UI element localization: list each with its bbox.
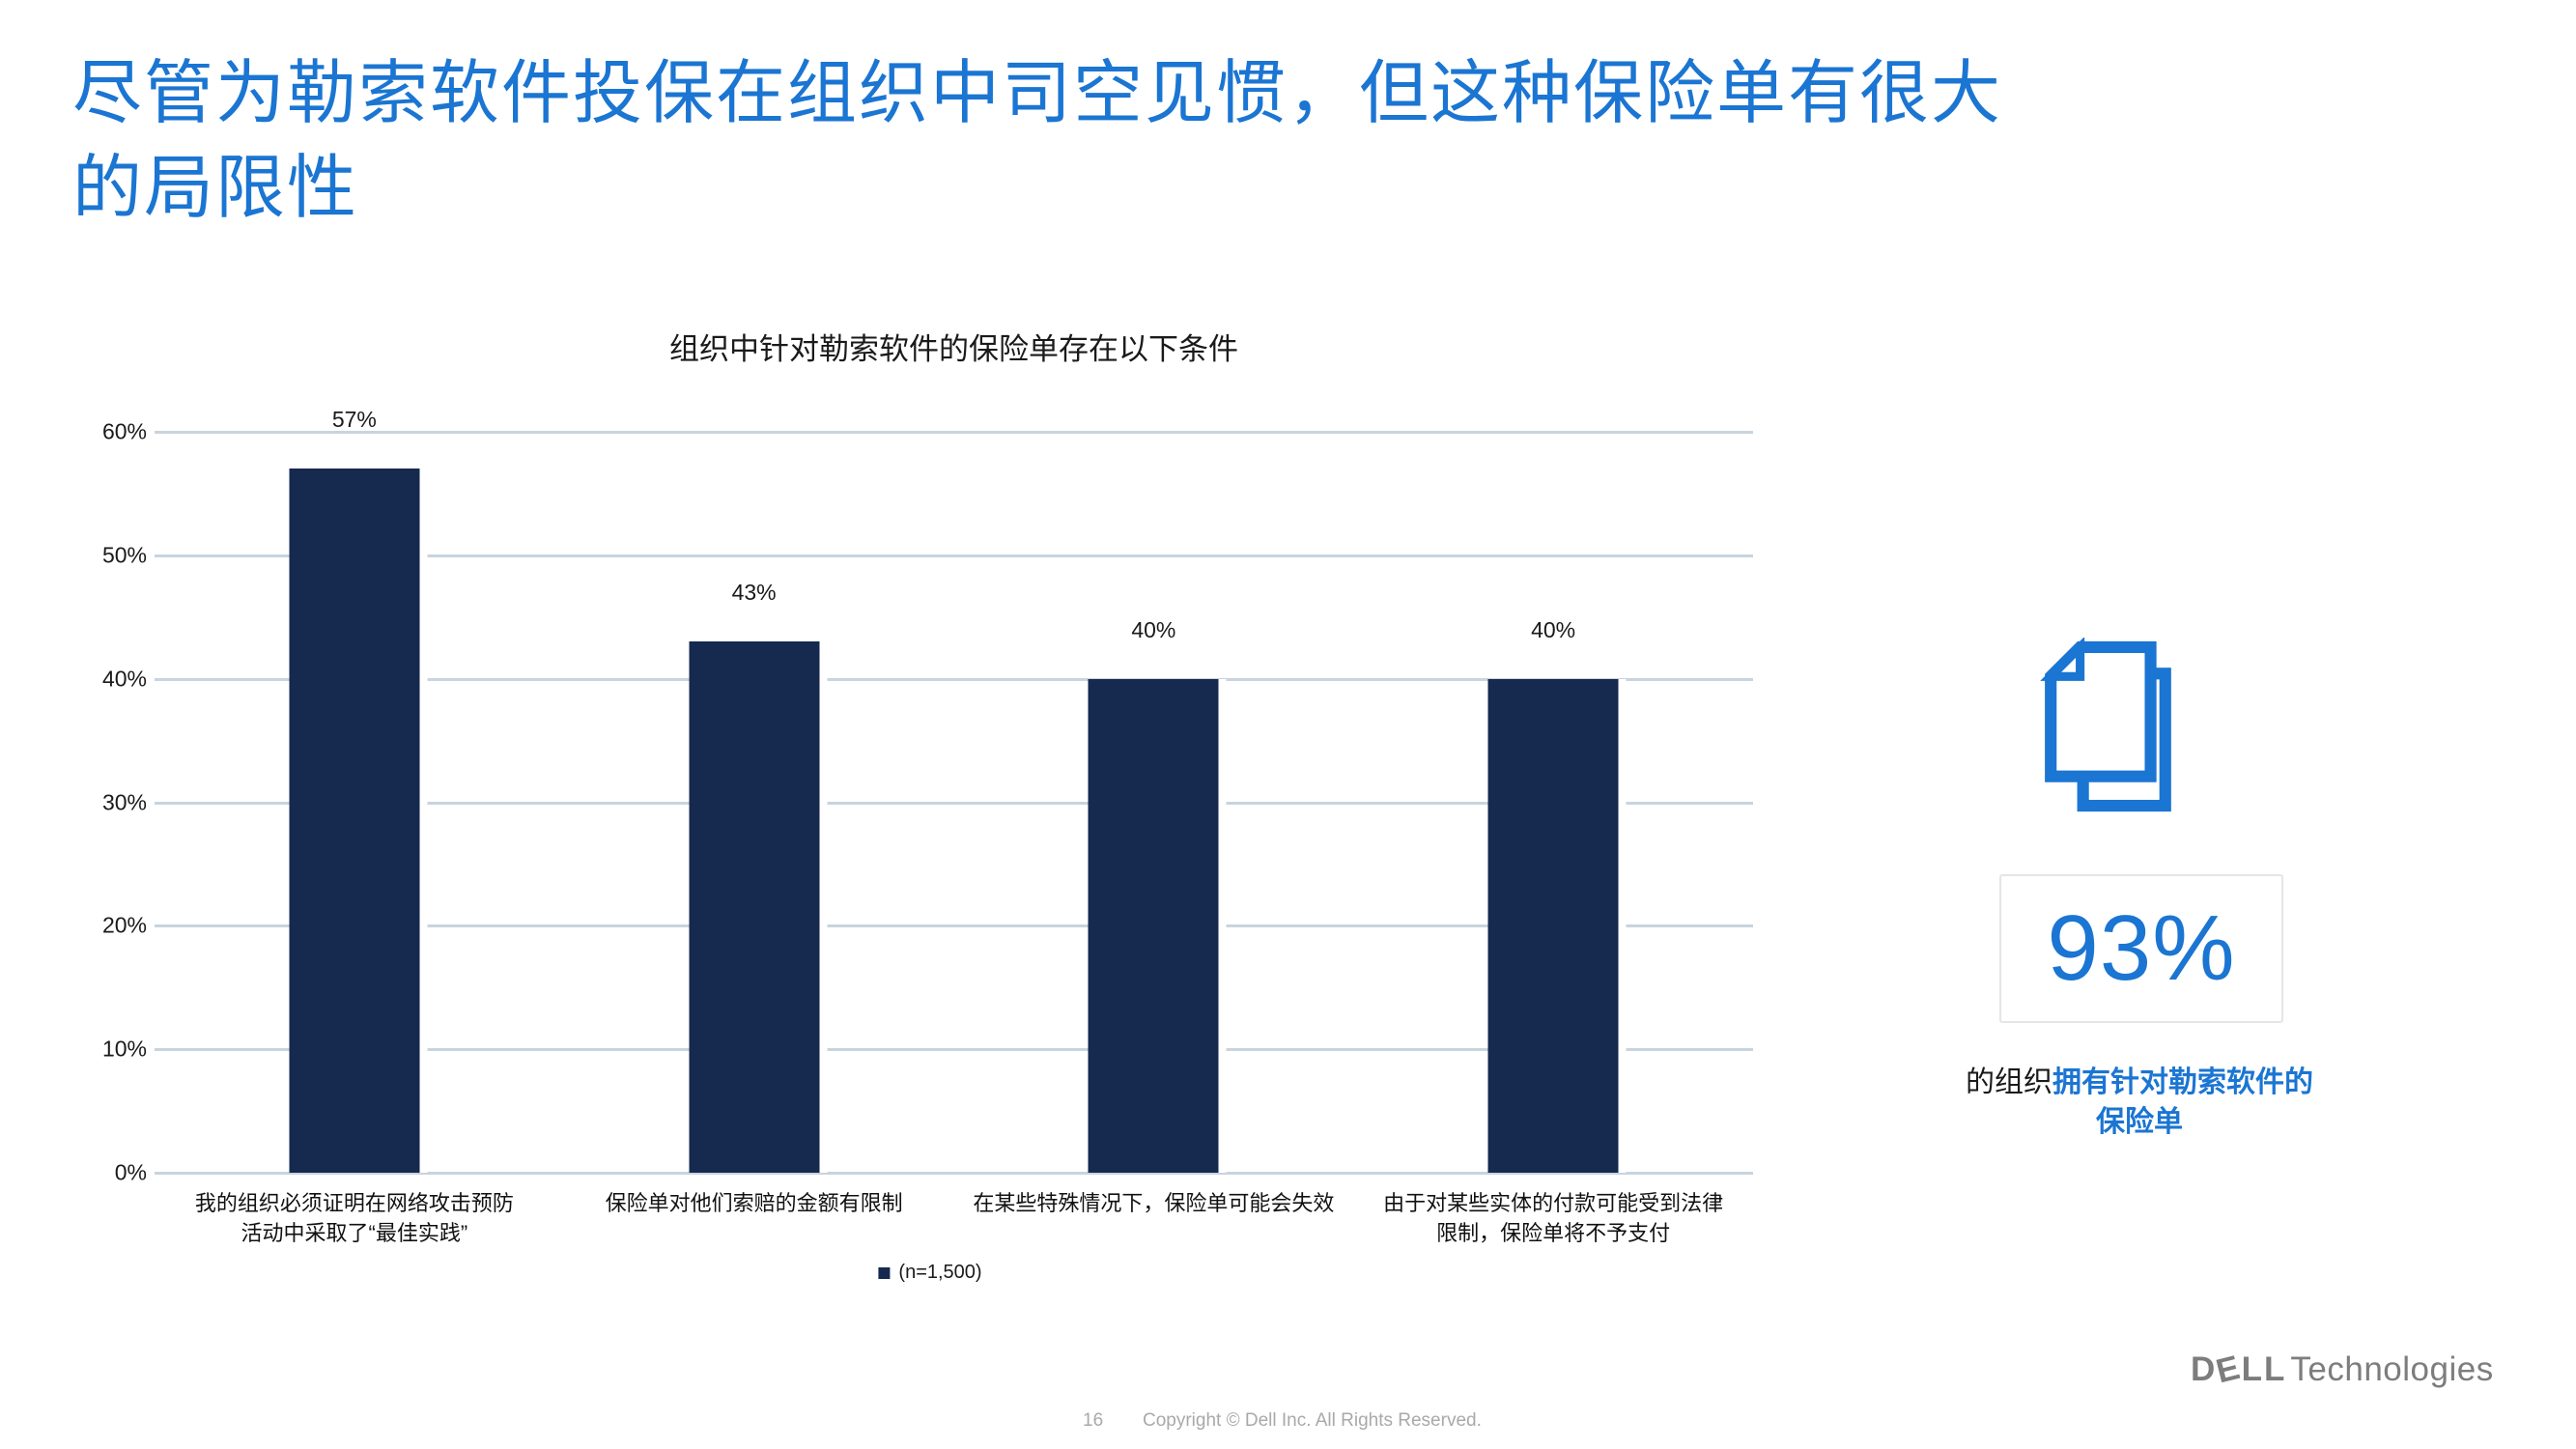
x-axis-category-line: 保险单对他们索赔的金额有限制: [605, 1191, 903, 1215]
x-axis-category-row: 我的组织必须证明在网络攻击预防 活动中采取了“最佳实践” 保险单对他们索赔的金额有限…: [155, 1188, 1753, 1275]
gridline: [155, 554, 1753, 557]
documents-icon: [2040, 638, 2171, 812]
x-axis-category-line: 由于对某些实体的付款可能受到法律: [1383, 1191, 1724, 1215]
bar-value-label: 43%: [731, 580, 777, 606]
bar-value-label: 40%: [1131, 616, 1176, 642]
copyright-text: Copyright © Dell Inc. All Rights Reserve…: [1143, 1410, 1482, 1431]
x-axis-category-label: 由于对某些实体的付款可能受到法律 限制，保险单将不予支付: [1341, 1188, 1766, 1248]
dell-logo-letter: D: [2191, 1350, 2218, 1388]
y-axis-tick-label: 40%: [101, 666, 147, 692]
x-axis-category-line: 我的组织必须证明在网络攻击预防: [194, 1191, 514, 1215]
y-axis-tick-label: 0%: [114, 1159, 147, 1185]
chart-title: 组织中针对勒索软件的保险单存在以下条件: [669, 332, 1238, 366]
x-axis-category-label: 保险单对他们索赔的金额有限制: [542, 1188, 967, 1218]
bar: [689, 641, 820, 1173]
x-axis-category-label: 在某些特殊情况下，保险单可能会失效: [941, 1188, 1366, 1218]
highlight-caption: 的组织拥有针对勒索软件的 保险单: [1962, 1063, 2317, 1142]
stat-box: 93%: [1999, 874, 2283, 1023]
y-axis-tick-label: 20%: [101, 912, 147, 938]
chart-plot: 57% 43% 40% 40%: [155, 407, 1753, 1175]
dell-logo-wordmark: DELL: [2191, 1349, 2287, 1391]
slide-title: 尽管为勒索软件投保在组织中司空见惯，但这种保险单有很大 的局限性: [72, 46, 2468, 236]
page-number: 16: [1083, 1410, 1104, 1431]
gridline: [155, 431, 1753, 434]
bar: [1487, 678, 1619, 1173]
caption-blue-part: 拥有针对勒索软件的: [2052, 1066, 2313, 1098]
stat-value: 93%: [2047, 896, 2236, 1000]
y-axis: 60% 50% 40% 30% 20% 10% 0%: [53, 419, 147, 1185]
x-axis-category-line: 在某些特殊情况下，保险单可能会失效: [973, 1191, 1335, 1215]
slide-title-line2: 的局限性: [72, 150, 359, 227]
x-axis-category-line: 活动中采取了“最佳实践”: [241, 1221, 468, 1245]
gridline: [155, 924, 1753, 928]
bar: [1088, 678, 1219, 1173]
y-axis-tick-label: 60%: [101, 418, 147, 444]
y-axis-tick-label: 10%: [101, 1036, 147, 1062]
highlight-caption-line1: 的组织拥有针对勒索软件的: [1962, 1063, 2317, 1102]
highlight-caption-line2: 保险单: [2096, 1106, 2183, 1138]
gridline: [155, 677, 1753, 681]
gridline: [155, 801, 1753, 805]
y-axis-tick-label: 30%: [101, 789, 147, 814]
dell-logo-letter: LL: [2241, 1350, 2287, 1388]
bar-value-label: 40%: [1531, 616, 1576, 642]
x-axis-category-line: 限制，保险单将不予支付: [1436, 1221, 1671, 1245]
dell-technologies-logo: DELL Technologies: [2191, 1349, 2494, 1391]
gridline: [155, 1172, 1753, 1175]
slide-title-line1: 尽管为勒索软件投保在组织中司空见惯，但这种保险单有很大: [72, 55, 2003, 132]
legend-marker-square: [878, 1266, 891, 1279]
bar: [289, 469, 420, 1173]
legend-label: (n=1,500): [898, 1262, 982, 1283]
caption-black-part: 的组织: [1966, 1066, 2052, 1098]
gridline: [155, 1048, 1753, 1052]
x-axis-category-label: 我的组织必须证明在网络攻击预防 活动中采取了“最佳实践”: [142, 1188, 567, 1248]
bar-value-label: 57%: [331, 407, 377, 433]
technologies-wordmark: Technologies: [2290, 1350, 2494, 1388]
chart-legend: (n=1,500): [878, 1262, 982, 1284]
y-axis-tick-label: 50%: [101, 542, 147, 568]
